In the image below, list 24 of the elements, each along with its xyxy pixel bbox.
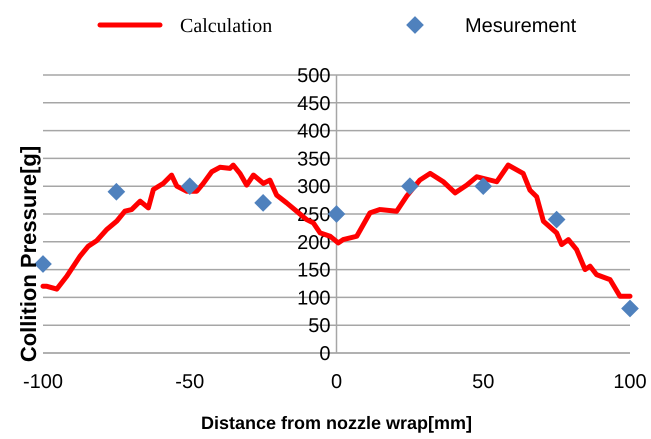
legend-label: Calculation (180, 15, 272, 37)
point (180, 177, 199, 196)
y-tick-label: 100 (297, 287, 330, 310)
x-tick-label: -100 (22, 371, 64, 393)
y-axis-title: Collition Pressure[g] (16, 146, 41, 362)
x-tick-label: 100 (613, 371, 647, 393)
y-tick-label: 50 (308, 315, 330, 338)
point (474, 177, 492, 196)
y-tick-label: 150 (297, 260, 330, 282)
x-axis-title: Distance from nozzle wrap[mm] (200, 413, 472, 433)
x-tick-label: 50 (472, 371, 494, 393)
y-tick-label: 300 (297, 176, 330, 198)
point (548, 210, 566, 228)
y-tick-label: 0 (319, 343, 330, 365)
point (401, 177, 419, 196)
point (621, 300, 639, 318)
y-tick-label: 350 (297, 148, 330, 170)
x-tick-label: -50 (175, 371, 204, 393)
y-tick-label: 400 (297, 120, 330, 143)
legend-label: Mesurement (465, 15, 577, 37)
y-tick-label: 500 (297, 65, 330, 87)
point (108, 182, 126, 201)
y-tick-label: 450 (297, 92, 330, 115)
point (254, 194, 272, 212)
